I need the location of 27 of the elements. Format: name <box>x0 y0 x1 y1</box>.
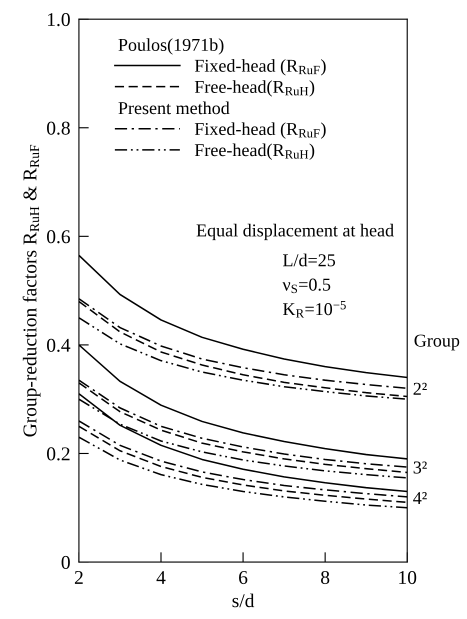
annotation: L/d=25 <box>282 254 336 266</box>
text: 4² <box>413 492 427 504</box>
legend-label: Fixed-head (R$_{RuF}$) <box>194 122 326 139</box>
x-tick-label: 6 <box>239 571 248 584</box>
legend-label: Free-head(R$_{RuH}$) <box>194 144 314 160</box>
annotation: Equal displacement at head <box>196 224 394 240</box>
y-axis-title: Group-reduction factors R$_{RuH}$ & R$_{RuF}$ <box>22 144 40 437</box>
annotation: ν$_{S}$=0.5 <box>282 278 330 294</box>
y-tick-label: 0.4 <box>47 338 70 352</box>
text: 3² <box>414 461 427 474</box>
legend-label: Free-head(R$_{RuH}$) <box>194 80 314 97</box>
annotation: K$_{R}$=10$^{−5}$ <box>282 300 346 318</box>
annotation: Present method <box>118 102 230 114</box>
text: Group <box>414 334 460 350</box>
y-tick-label: 0 <box>62 556 70 569</box>
x-tick-label: 4 <box>156 571 166 584</box>
y-tick-label: 0.2 <box>47 447 70 460</box>
text: 2² <box>414 382 427 395</box>
y-tick-label: 0.8 <box>47 122 70 135</box>
y-tick-label: 0.6 <box>47 230 70 244</box>
x-tick-label: 10 <box>399 570 416 584</box>
x-tick-label: 8 <box>321 570 330 584</box>
x-tick-label: 2 <box>74 571 83 584</box>
annotation: Poulos(1971b) <box>118 38 224 55</box>
legend-label: Fixed-head (R$_{RuF}$) <box>194 59 326 76</box>
x-axis-title: s/d <box>232 594 254 608</box>
y-tick-label: 1.0 <box>48 13 70 26</box>
